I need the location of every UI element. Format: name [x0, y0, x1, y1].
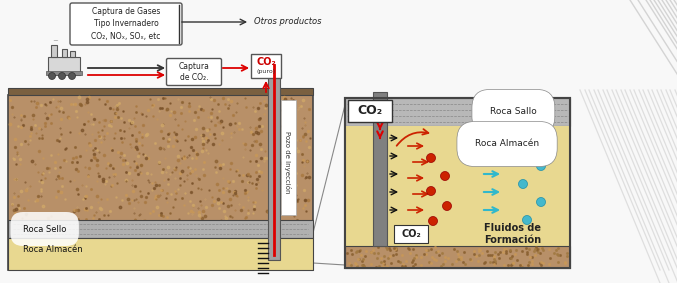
- Bar: [281, 100, 296, 215]
- Text: CO₂: CO₂: [256, 57, 276, 67]
- Bar: [345, 126, 570, 246]
- Circle shape: [429, 216, 437, 226]
- Bar: [8, 220, 313, 238]
- Bar: [345, 246, 570, 268]
- Text: Roca Sallo: Roca Sallo: [490, 108, 537, 117]
- Text: Roca Almacén: Roca Almacén: [475, 140, 539, 149]
- Bar: [48, 57, 80, 75]
- Text: ~: ~: [52, 38, 58, 44]
- Text: Roca Almacén: Roca Almacén: [23, 245, 83, 254]
- Circle shape: [521, 143, 529, 153]
- Circle shape: [58, 72, 66, 80]
- Text: (puro): (puro): [257, 68, 276, 74]
- Circle shape: [49, 72, 56, 80]
- Circle shape: [443, 201, 452, 211]
- Bar: [345, 98, 570, 268]
- Circle shape: [441, 171, 450, 181]
- Circle shape: [427, 153, 435, 162]
- Text: Otros productos: Otros productos: [254, 18, 322, 27]
- Text: Pozo de Inyección: Pozo de Inyección: [284, 131, 292, 193]
- Circle shape: [68, 72, 76, 80]
- FancyBboxPatch shape: [251, 54, 281, 78]
- Bar: [373, 92, 387, 246]
- Bar: [8, 95, 313, 270]
- Bar: [268, 60, 280, 260]
- Text: CO₂: CO₂: [401, 229, 421, 239]
- Circle shape: [536, 162, 546, 170]
- Text: Captura
de CO₂.: Captura de CO₂.: [179, 62, 209, 82]
- FancyBboxPatch shape: [70, 3, 182, 45]
- Text: Captura de Gases
Tipo Invernadero
CO₂, NOₓ, SOₓ, etc: Captura de Gases Tipo Invernadero CO₂, N…: [91, 7, 160, 41]
- Bar: [8, 238, 313, 270]
- Text: CO₂: CO₂: [357, 104, 383, 117]
- FancyBboxPatch shape: [167, 59, 221, 85]
- Bar: [345, 98, 570, 268]
- Circle shape: [519, 179, 527, 188]
- Text: Roca Sello: Roca Sello: [23, 224, 66, 233]
- Circle shape: [536, 198, 546, 207]
- Bar: [70, 51, 75, 57]
- Circle shape: [523, 215, 531, 224]
- Bar: [46, 71, 82, 75]
- Circle shape: [427, 186, 435, 196]
- Bar: [62, 49, 67, 57]
- FancyBboxPatch shape: [348, 100, 392, 122]
- Bar: [51, 45, 57, 57]
- Text: Fluidos de
Formación: Fluidos de Formación: [485, 223, 542, 245]
- FancyBboxPatch shape: [394, 225, 428, 243]
- Bar: [345, 98, 570, 126]
- Bar: [8, 88, 313, 95]
